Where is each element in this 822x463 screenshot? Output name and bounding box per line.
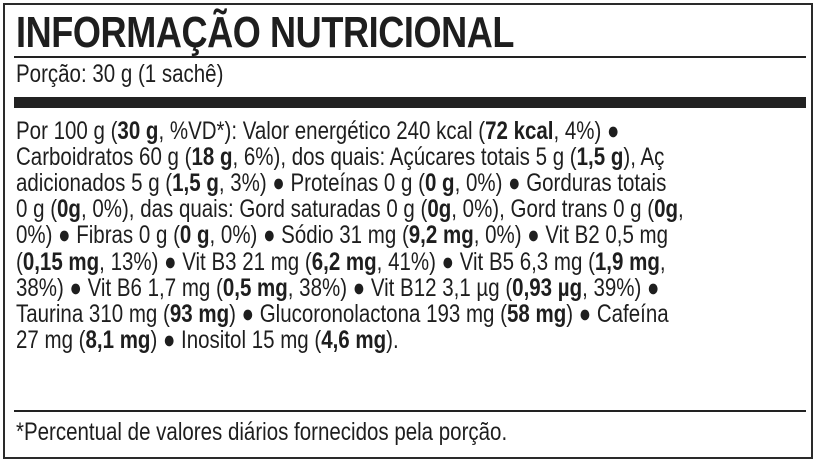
nutrient-text-segment: 0 g ( [16,195,58,224]
nutrient-text-segment: , [659,247,666,276]
nutrient-portion-value: 0 g [179,221,210,250]
nutrient-text-segment: , 41%) ● Vit B5 6,3 mg ( [376,247,595,276]
nutrient-line: Carboidratos 60 g (18 g, 6%), dos quais:… [16,144,664,170]
nutrient-line: Por 100 g (30 g, %VD*): Valor energético… [16,118,619,144]
portion-size: Porção: 30 g (1 sachê) [16,60,224,88]
nutrient-portion-value: 93 mg [169,299,230,328]
nutrient-text-segment: 27 mg ( [16,325,86,354]
nutrient-portion-value: 9,2 mg [408,221,474,250]
nutrient-text-segment: ) ● Inositol 15 mg ( [150,325,322,354]
nutrient-portion-value: 72 kcal [485,117,554,145]
label-title: INFORMAÇÃO NUTRICIONAL [16,8,515,57]
nutrient-text-segment: adicionados 5 g ( [16,169,173,198]
nutrient-portion-value: 18 g [191,143,233,172]
nutrient-portion-value: 4,6 mg [321,325,387,354]
nutrient-portion-value: 0,5 mg [222,273,288,302]
footnote-divider [14,410,806,412]
nutrient-text-segment: ) ● Cafeína [566,299,669,328]
nutrient-text-segment: , 0%) ● Sódio 31 mg ( [209,221,409,250]
nutrient-line: 0%) ● Fibras 0 g (0 g, 0%) ● Sódio 31 mg… [16,222,668,248]
nutrient-text-segment: , 0%) ● Gorduras totais [454,169,667,198]
nutrient-portion-value: 0g [654,195,679,224]
nutrient-text-segment: , 3%) ● Proteínas 0 g ( [218,169,425,198]
nutrient-text-segment: 38%) ● Vit B6 1,7 mg ( [16,273,223,302]
nutrient-text-segment: , 4%) ● [553,117,620,145]
nutrient-text-segment: , [678,195,684,224]
footnote: *Percentual de valores diários fornecido… [16,418,508,446]
title-divider [14,56,806,58]
nutrient-line: 38%) ● Vit B6 1,7 mg (0,5 mg, 38%) ● Vit… [16,275,659,301]
nutrient-text-segment: , 39%) ● [582,273,660,302]
nutrient-portion-value: 6,2 mg [311,247,377,276]
thick-divider [14,97,806,108]
nutrient-portion-value: 8,1 mg [85,325,151,354]
nutrient-text-segment: , %VD*): Valor energético 240 kcal ( [158,117,486,145]
nutrient-text-segment: Taurina 310 mg ( [16,299,170,328]
nutrient-text-segment: Carboidratos 60 g ( [16,143,192,172]
nutrient-portion-value: 0,93 µg [512,273,583,302]
nutrient-portion-value: 1,9 mg [594,247,660,276]
nutrient-portion-value: 0 g [424,169,455,198]
nutrient-text-segment: , 0%), Gord trans 0 g ( [451,195,655,224]
nutrient-line: (0,15 mg, 13%) ● Vit B3 21 mg (6,2 mg, 4… [16,249,666,275]
nutrient-portion-value: 58 mg [506,299,567,328]
nutrient-text-segment: , 0%) ● Vit B2 0,5 mg [473,221,669,250]
nutrient-portion-value: 0g [427,195,452,224]
nutrient-portion-value: 1,5 g [576,143,624,172]
nutrient-line: adicionados 5 g (1,5 g, 3%) ● Proteínas … [16,170,666,196]
nutrient-line: Taurina 310 mg (93 mg) ● Glucoronolacton… [16,301,669,327]
nutrient-text-segment: , 0%), das quais: Gord saturadas 0 g ( [80,195,428,224]
nutrient-portion-value: 0g [57,195,81,224]
nutrient-text-segment: Por 100 g ( [16,117,118,145]
nutrient-text-segment: 0%) ● Fibras 0 g ( [16,221,180,250]
nutrient-text-segment: ), Aç [623,143,665,172]
nutrient-portion-value: 1,5 g [172,169,219,198]
nutrient-text-segment: , 38%) ● Vit B12 3,1 µg ( [287,273,513,302]
nutrient-text-segment: ). [386,325,399,354]
nutrient-text-segment: ( [16,247,23,276]
nutrient-text-segment: , 13%) ● Vit B3 21 mg ( [99,247,312,276]
nutrient-text-segment: ) ● Glucoronolactona 193 mg ( [229,299,507,328]
nutrient-line: 27 mg (8,1 mg) ● Inositol 15 mg (4,6 mg)… [16,327,399,353]
nutrient-line: 0 g (0g, 0%), das quais: Gord saturadas … [16,196,684,222]
nutrient-portion-value: 30 g [117,117,159,145]
nutrition-label-frame [3,3,813,459]
nutrient-portion-value: 0,15 mg [22,247,100,276]
nutrient-text-segment: , 6%), dos quais: Açúcares totais 5 g ( [232,143,577,172]
